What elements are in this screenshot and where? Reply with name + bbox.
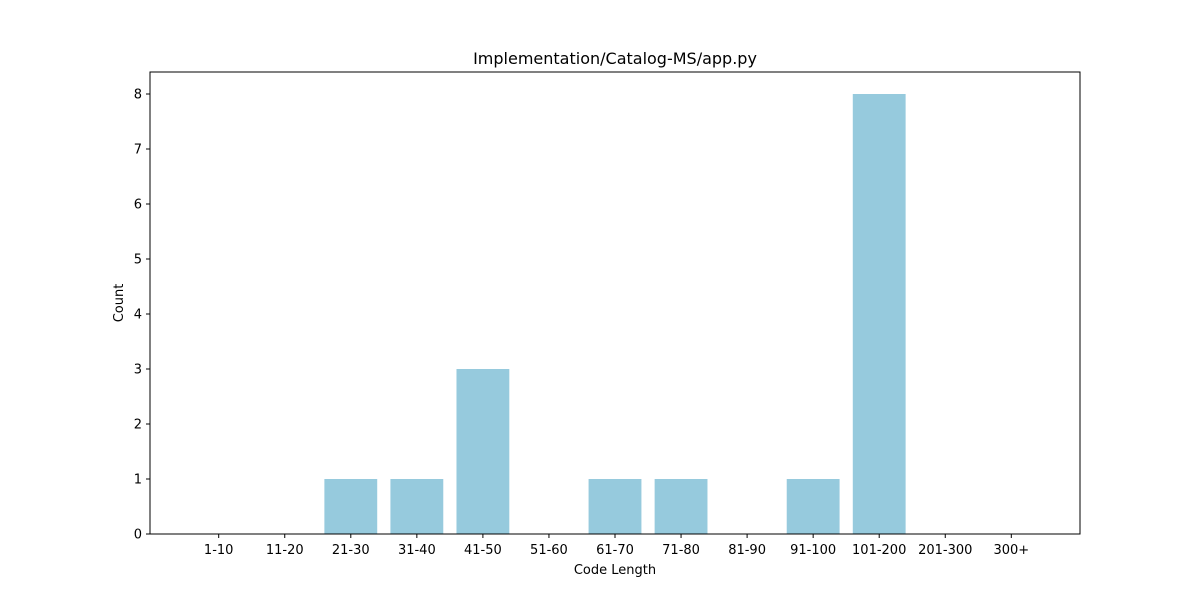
bar-91-100 <box>786 479 840 534</box>
y-axis: 0 1 2 3 4 5 6 7 8 <box>134 88 150 543</box>
bar-41-50 <box>456 369 510 534</box>
x-tick-label: 51-60 <box>530 543 568 558</box>
bar-61-70 <box>588 479 642 534</box>
y-tick-label: 5 <box>134 253 142 268</box>
y-tick-label: 6 <box>134 198 142 213</box>
bar-21-30 <box>324 479 378 534</box>
chart-title: Implementation/Catalog-MS/app.py <box>473 49 757 68</box>
y-tick-label: 4 <box>134 308 142 323</box>
x-axis: 1-10 11-20 21-30 31-40 41-50 51-60 61-70 71-80 8… <box>204 534 1029 558</box>
x-tick-label: 1-10 <box>204 543 234 558</box>
y-tick-label: 8 <box>134 88 142 103</box>
x-tick-label: 21-30 <box>332 543 370 558</box>
bar-31-40 <box>390 479 444 534</box>
y-axis-label: Count <box>112 284 127 323</box>
plot-frame <box>149 71 1081 535</box>
x-tick-label: 201-300 <box>918 543 972 558</box>
x-tick-label: 11-20 <box>266 543 304 558</box>
y-tick-label: 1 <box>134 473 142 488</box>
y-tick-label: 7 <box>134 143 142 158</box>
y-tick-label: 2 <box>134 418 142 433</box>
y-tick-label: 0 <box>134 528 142 543</box>
x-axis-label: Code Length <box>574 563 656 578</box>
x-tick-label: 61-70 <box>596 543 634 558</box>
bar-101-200 <box>852 94 906 534</box>
x-tick-label: 101-200 <box>852 543 906 558</box>
x-tick-label: 81-90 <box>728 543 766 558</box>
x-tick-label: 91-100 <box>790 543 836 558</box>
x-tick-label: 41-50 <box>464 543 502 558</box>
x-tick-label: 300+ <box>993 543 1029 558</box>
y-tick-label: 3 <box>134 363 142 378</box>
x-tick-label: 31-40 <box>398 543 436 558</box>
bars-layer <box>324 94 906 534</box>
x-tick-label: 71-80 <box>662 543 700 558</box>
bar-71-80 <box>654 479 708 534</box>
